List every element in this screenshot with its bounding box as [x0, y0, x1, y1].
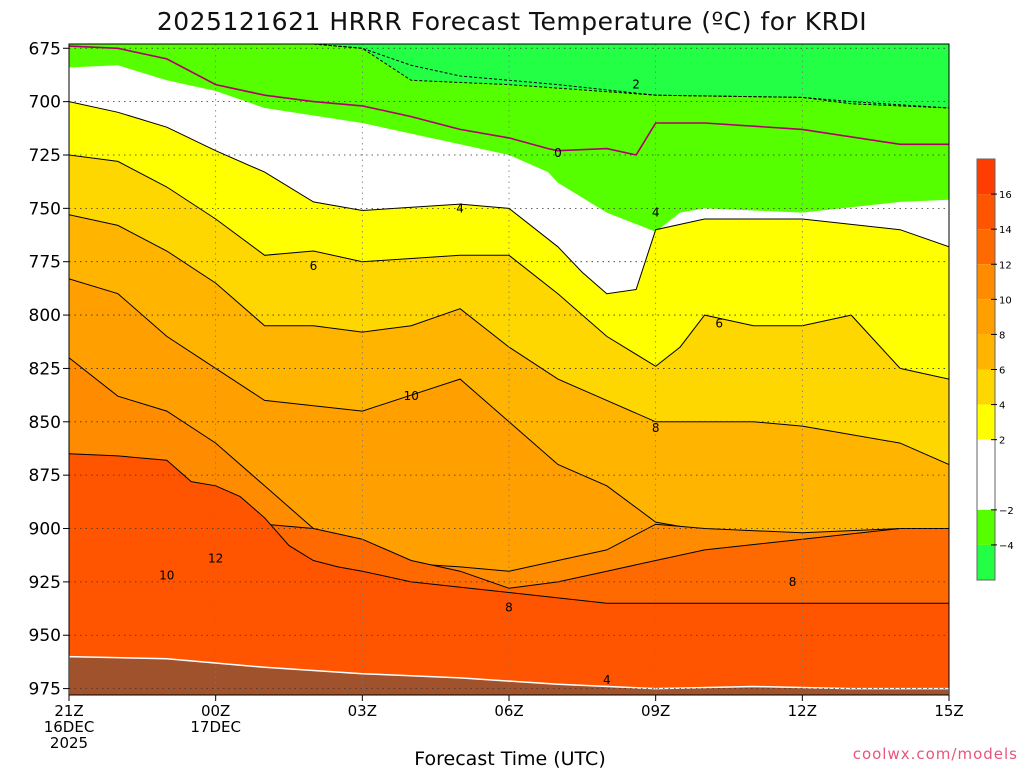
colorbar-band-4: [977, 299, 995, 335]
x-tick-sublabel-0-1: 2025: [50, 734, 88, 752]
x-tick-sublabel-0-0: 16DEC: [44, 718, 95, 736]
x-tick-sublabel-1-0: 17DEC: [190, 718, 241, 736]
x-tick-label-1: 00Z: [201, 702, 230, 720]
contour-label-12: 4: [603, 673, 611, 687]
y-tick-label-775: 775: [29, 253, 61, 273]
colorbar-band-1: [977, 194, 995, 230]
contour-label-0: 0: [554, 146, 562, 160]
colorbar-label-2: 12: [999, 260, 1012, 271]
chart-title: 2025121621 HRRR Forecast Temperature (ºC…: [157, 7, 867, 36]
contour-label-6: 8: [652, 421, 660, 435]
y-tick-label-750: 750: [29, 199, 61, 219]
contour-label-11: 12: [208, 551, 223, 565]
x-tick-label-0: 21Z: [54, 702, 83, 720]
colorbar-band-5: [977, 334, 995, 370]
y-tick-label-825: 825: [29, 359, 61, 379]
y-tick-label-975: 975: [29, 680, 61, 700]
credit-text: coolwx.com/models: [853, 745, 1018, 763]
colorbar-label-3: 10: [999, 295, 1012, 306]
temp-band-14to16: [69, 453, 949, 695]
y-axis: 675 700 725 750 775 800 825 850 875 900 925 950 975: [29, 39, 69, 700]
contour-label-5: 6: [715, 317, 723, 331]
contour-label-10: 10: [159, 568, 174, 582]
y-tick-label-725: 725: [29, 146, 61, 166]
x-tick-label-4: 09Z: [641, 702, 670, 720]
colorbar-label-1: 14: [999, 225, 1012, 236]
contour-label-2: 4: [456, 201, 464, 215]
x-tick-label-5: 12Z: [788, 702, 817, 720]
temperature-bands: [69, 44, 949, 695]
colorbar-band-7: [977, 404, 995, 440]
colorbar-band-9: [977, 509, 995, 545]
y-tick-label-875: 875: [29, 466, 61, 486]
x-axis-label: Forecast Time (UTC): [414, 748, 605, 768]
colorbar-band-3: [977, 264, 995, 300]
colorbar-band-10: [977, 544, 995, 580]
contour-label-7: 8: [505, 600, 513, 614]
y-tick-label-700: 700: [29, 93, 61, 113]
contour-lines: [69, 44, 949, 156]
y-tick-label-850: 850: [29, 413, 61, 433]
colorbar-band-2: [977, 229, 995, 265]
contour-label-1: 2: [632, 78, 640, 92]
colorbar: 16 14 12 10 8 6 4 2 −2 −4: [976, 158, 1014, 581]
y-tick-label-950: 950: [29, 626, 61, 646]
colorbar-label-7: 2: [999, 436, 1005, 447]
colorbar-band-8: [977, 439, 995, 510]
contour-label-9: 10: [404, 389, 419, 403]
colorbar-label-5: 6: [999, 366, 1005, 377]
colorbar-label-4: 8: [999, 330, 1005, 341]
y-tick-label-900: 900: [29, 520, 61, 540]
contour-label-4: 6: [310, 259, 318, 273]
x-tick-label-6: 15Z: [934, 702, 963, 720]
colorbar-label-0: 16: [999, 190, 1012, 201]
contour-labels: 0 2 4 4 6 6 8 8 8 10 10 12 4: [159, 78, 797, 688]
y-tick-label-675: 675: [29, 39, 61, 59]
colorbar-band-0: [977, 159, 995, 195]
contour-line-0: [69, 45, 949, 156]
colorbar-label-8: −2: [999, 506, 1014, 517]
colorbar-band-6: [977, 369, 995, 405]
contour-label-3: 4: [652, 206, 660, 220]
x-tick-label-2: 03Z: [348, 702, 377, 720]
colorbar-label-9: −4: [999, 541, 1014, 552]
contour-label-8: 8: [789, 575, 797, 589]
colorbar-label-6: 4: [999, 401, 1005, 412]
x-tick-label-3: 06Z: [494, 702, 523, 720]
plot-area: 0 2 4 4 6 6 8 8 8 10 10 12 4: [68, 43, 950, 696]
y-tick-label-925: 925: [29, 573, 61, 593]
y-tick-label-800: 800: [29, 306, 61, 326]
